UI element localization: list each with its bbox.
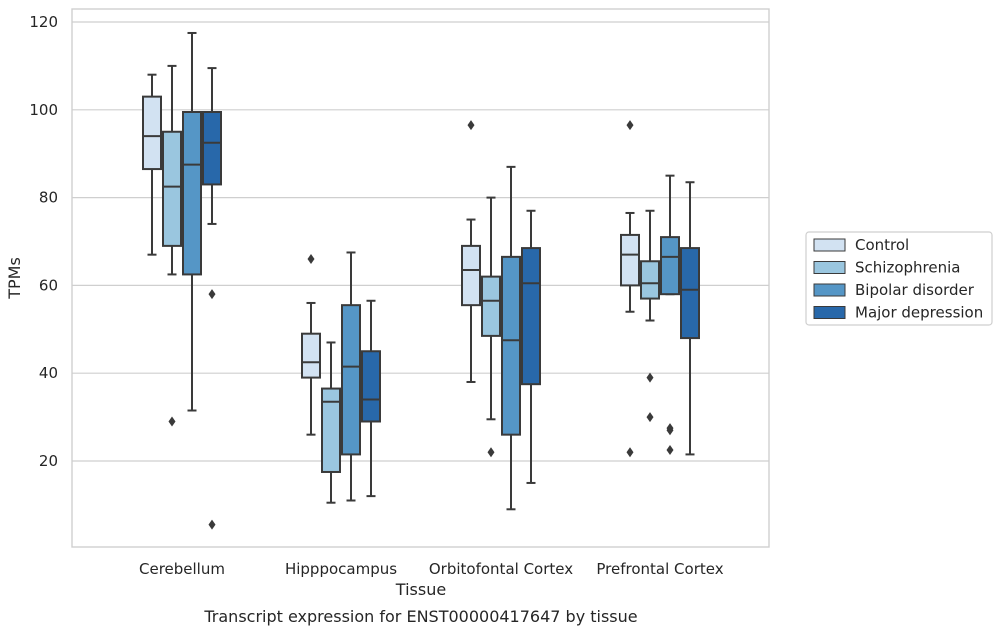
x-tick-labels: Cerebellum Hipppocampus Orbitofontal Corte…	[139, 560, 724, 578]
box-body	[481, 275, 501, 337]
legend-swatch	[813, 306, 846, 319]
box-body	[640, 260, 660, 300]
outlier-point	[467, 120, 475, 131]
figure-caption: Transcript expression for ENST0000041764…	[203, 607, 637, 626]
box-schizophrenia-orbitofontal-cortex	[481, 196, 501, 458]
outlier-point	[487, 447, 495, 458]
box-body	[361, 350, 381, 423]
box-body	[162, 130, 182, 247]
box-body	[461, 244, 481, 307]
x-tick-label: Cerebellum	[139, 560, 225, 578]
box-bipolar-disorder-hipppocampus	[341, 251, 361, 502]
box-body	[301, 332, 321, 379]
x-axis-title: Tissue	[395, 580, 446, 599]
legend-label: Control	[855, 236, 909, 254]
outlier-point	[307, 254, 315, 265]
box-control-prefrontal-cortex	[620, 120, 640, 458]
box-layer	[142, 31, 700, 530]
legend-label: Bipolar disorder	[855, 281, 975, 299]
outlier-point	[626, 120, 634, 131]
box-body	[341, 304, 361, 456]
legend-label: Schizophrenia	[855, 259, 960, 277]
box-bipolar-disorder-orbitofontal-cortex	[501, 165, 521, 511]
legend-swatch	[813, 283, 846, 297]
y-axis-title: TPMs	[5, 257, 24, 300]
box-body	[182, 110, 202, 276]
box-schizophrenia-cerebellum	[162, 64, 182, 427]
box-body	[620, 233, 640, 287]
y-tick-label: 120	[29, 13, 58, 31]
plot-frame	[71, 8, 770, 548]
y-tick-label: 20	[39, 452, 58, 470]
box-major-depression-cerebellum	[202, 67, 222, 530]
outlier-point	[208, 289, 216, 300]
legend-frame	[805, 231, 993, 326]
outlier-point	[626, 447, 634, 458]
y-tick-label: 40	[39, 364, 58, 382]
y-tick-label: 100	[29, 101, 58, 119]
outlier-point	[168, 416, 176, 427]
y-tick-labels: 20 40 60 80 100 120	[29, 13, 58, 470]
box-control-cerebellum	[142, 73, 162, 256]
y-tick-label: 60	[39, 276, 58, 294]
outlier-point	[646, 372, 654, 383]
box-body	[202, 110, 222, 186]
box-major-depression-prefrontal-cortex	[680, 181, 700, 456]
x-tick-label: Hipppocampus	[285, 560, 397, 578]
legend: Control Schizophrenia Bipolar disorder Majo…	[805, 231, 993, 326]
box-body	[660, 236, 680, 296]
outlier-point	[646, 412, 654, 423]
x-tick-label: Prefrontal Cortex	[596, 560, 723, 578]
y-tick-label: 80	[39, 189, 58, 207]
box-bipolar-disorder-cerebellum	[182, 31, 202, 412]
legend-label: Major depression	[855, 304, 983, 322]
box-body	[521, 247, 541, 386]
outlier-point	[208, 519, 216, 530]
outlier-point	[666, 425, 674, 436]
legend-swatch	[813, 261, 846, 274]
x-tick-label: Orbitofontal Cortex	[429, 560, 573, 578]
box-body	[142, 95, 162, 171]
box-major-depression-hipppocampus	[361, 299, 381, 498]
box-control-orbitofontal-cortex	[461, 120, 481, 383]
box-schizophrenia-hipppocampus	[321, 341, 341, 504]
legend-swatch	[813, 238, 846, 252]
box-major-depression-orbitofontal-cortex	[521, 209, 541, 484]
outlier-point	[666, 445, 674, 456]
box-bipolar-disorder-prefrontal-cortex	[660, 174, 680, 456]
box-schizophrenia-prefrontal-cortex	[640, 209, 660, 423]
box-body	[501, 255, 521, 436]
box-body	[680, 247, 700, 340]
box-control-hipppocampus	[301, 254, 321, 436]
box-body	[321, 387, 341, 473]
